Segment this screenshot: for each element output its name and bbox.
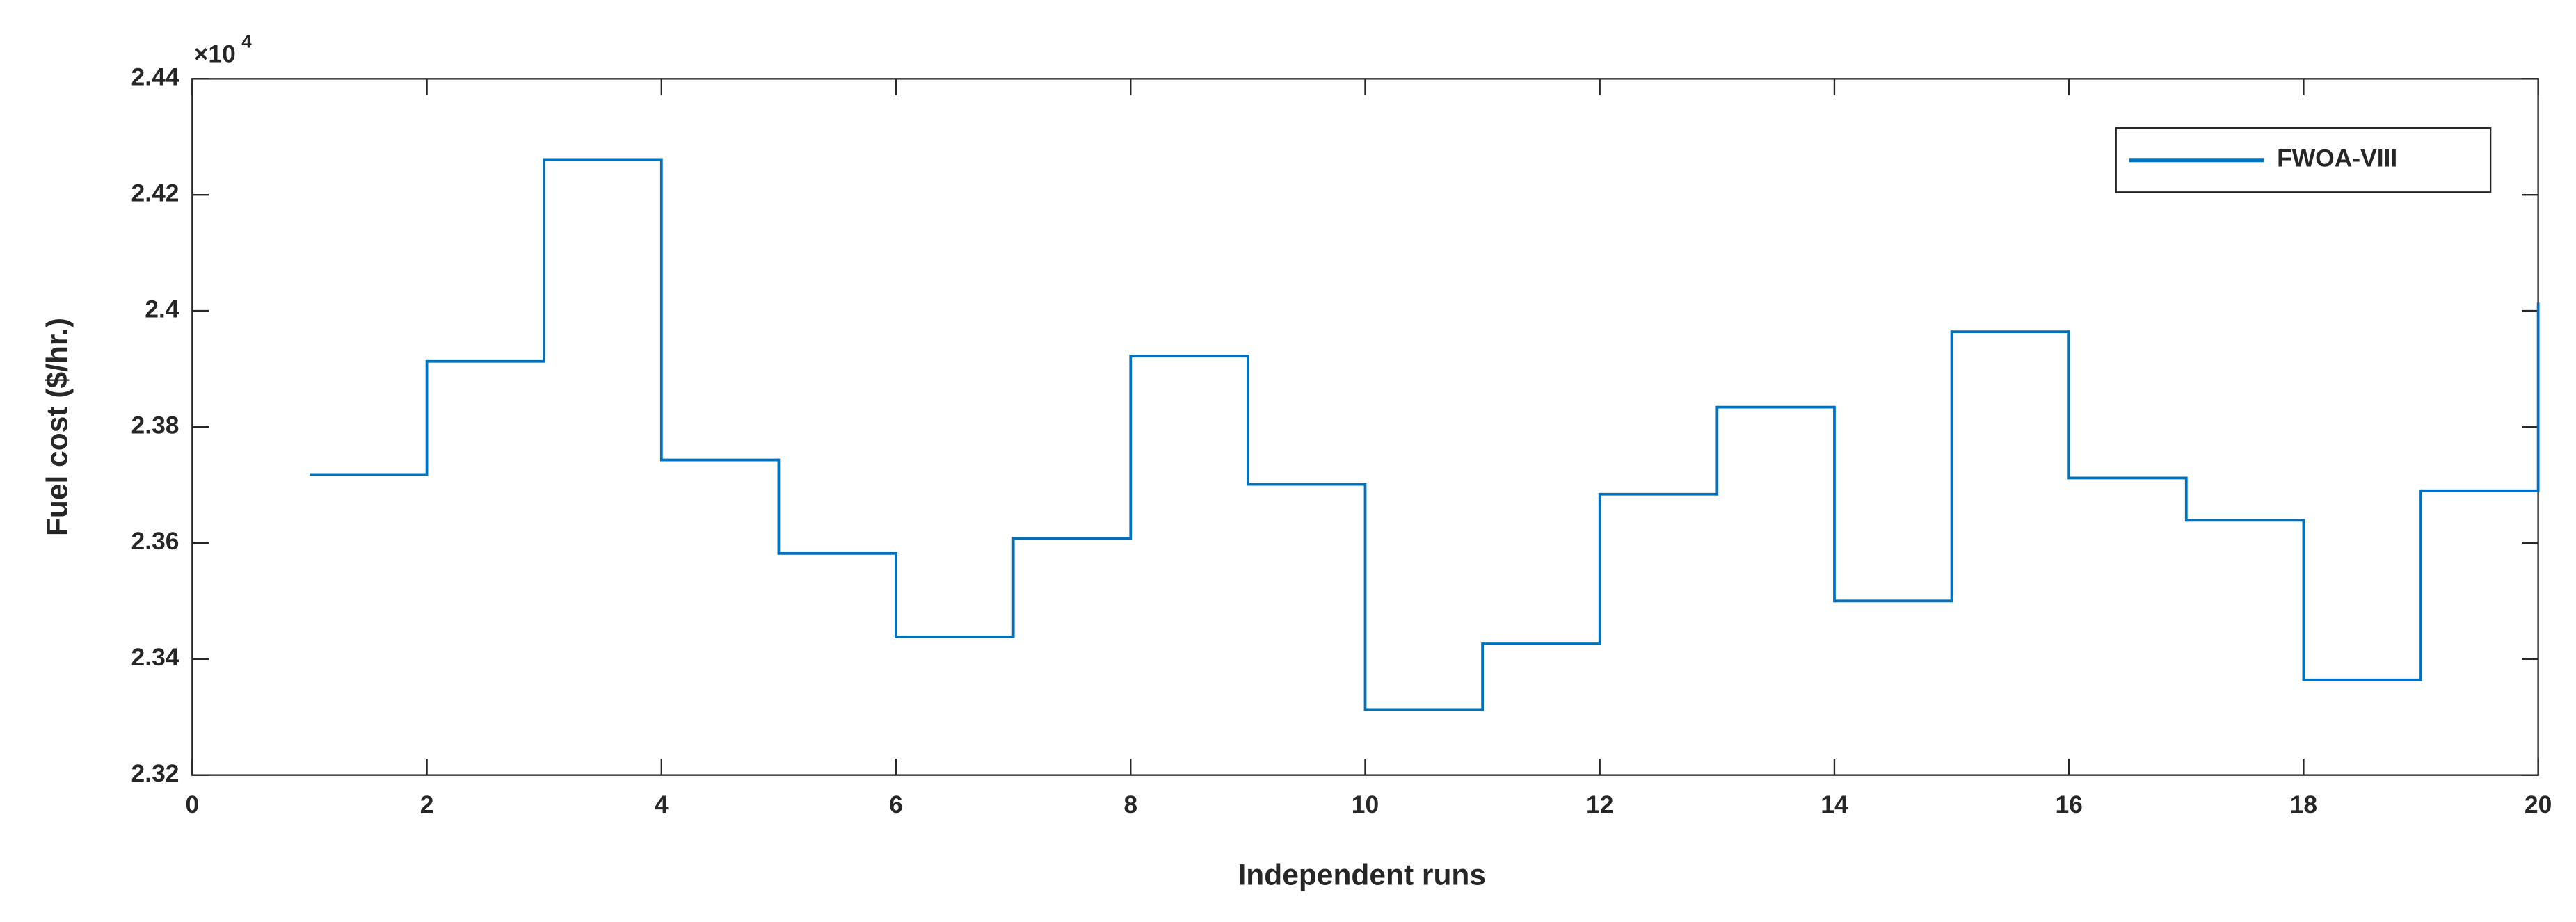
x-tick-label: 8 bbox=[1123, 791, 1137, 818]
y-tick-label: 2.32 bbox=[131, 759, 179, 787]
x-tick-label: 12 bbox=[1586, 791, 1613, 818]
x-tick-label: 18 bbox=[2290, 791, 2317, 818]
y-tick-label: 2.34 bbox=[131, 643, 179, 671]
x-tick-label: 20 bbox=[2525, 791, 2552, 818]
y-tick-label: 2.44 bbox=[131, 63, 179, 91]
y-axis-label: Fuel cost ($/hr.) bbox=[41, 318, 74, 536]
x-tick-label: 14 bbox=[1821, 791, 1848, 818]
y-tick-label: 2.42 bbox=[131, 179, 179, 207]
x-tick-label: 0 bbox=[186, 791, 200, 818]
legend-label: FWOA-VIII bbox=[2277, 145, 2397, 172]
x-tick-label: 6 bbox=[889, 791, 903, 818]
x-tick-label: 4 bbox=[655, 791, 669, 818]
y-exponent-power: 4 bbox=[241, 31, 252, 51]
x-tick-label: 16 bbox=[2055, 791, 2082, 818]
x-tick-label: 2 bbox=[420, 791, 434, 818]
y-tick-label: 2.38 bbox=[131, 411, 179, 439]
y-exponent-base: ×10 bbox=[194, 40, 236, 68]
x-tick-label: 10 bbox=[1352, 791, 1379, 818]
y-tick-label: 2.36 bbox=[131, 527, 179, 555]
x-axis-label: Independent runs bbox=[1238, 859, 1486, 891]
y-tick-label: 2.4 bbox=[145, 295, 179, 323]
